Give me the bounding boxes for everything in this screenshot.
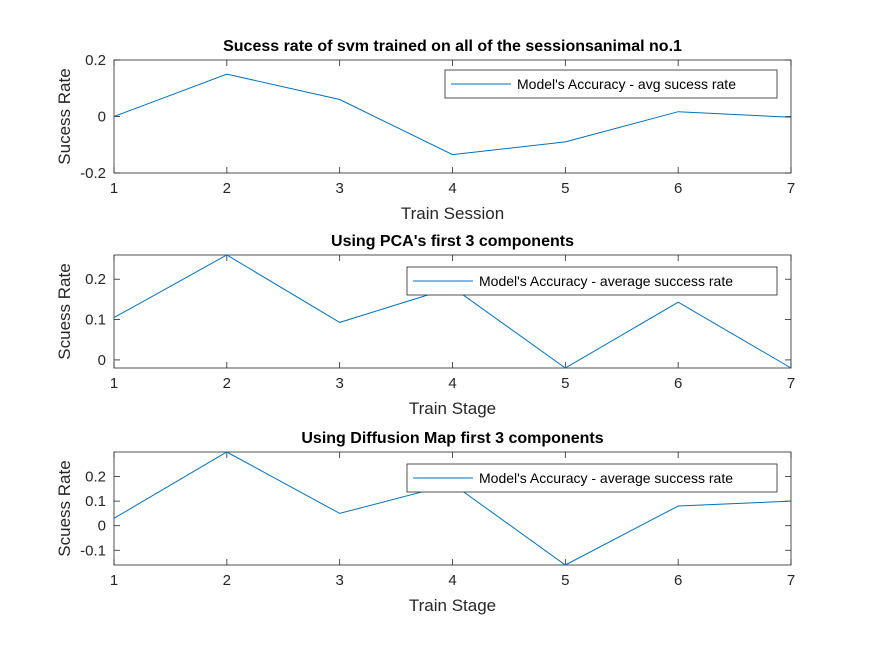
x-axis-label: Train Stage (409, 596, 496, 615)
legend-label: Model's Accuracy - average success rate (479, 273, 733, 289)
x-tick-label: 1 (110, 375, 118, 392)
x-tick-label: 2 (223, 375, 231, 392)
y-tick-label: 0.2 (85, 469, 106, 486)
x-axis-label: Train Session (401, 204, 504, 223)
x-axis-label: Train Stage (409, 399, 496, 418)
y-tick-label: 0.2 (85, 52, 106, 69)
y-tick-label: 0.2 (85, 271, 106, 288)
x-tick-label: 1 (110, 572, 118, 589)
x-tick-label: 5 (561, 572, 569, 589)
x-tick-label: 3 (335, 180, 343, 197)
x-tick-label: 3 (335, 375, 343, 392)
legend: Model's Accuracy - average success rate (406, 266, 778, 296)
legend: Model's Accuracy - average success rate (406, 463, 778, 493)
x-tick-label: 6 (674, 572, 682, 589)
x-tick-label: 2 (223, 572, 231, 589)
x-tick-label: 6 (674, 180, 682, 197)
x-tick-label: 7 (787, 572, 795, 589)
x-tick-label: 2 (223, 180, 231, 197)
x-tick-label: 7 (787, 375, 795, 392)
y-tick-label: -0.1 (80, 542, 106, 559)
y-axis-label: Scuess Rate (55, 263, 74, 359)
x-tick-label: 7 (787, 180, 795, 197)
x-tick-label: 4 (448, 572, 456, 589)
y-tick-label: 0.1 (85, 312, 106, 329)
legend: Model's Accuracy - avg sucess rate (444, 69, 778, 99)
axes-2: 1 2 3 4 5 6 7 0 0.1 0.2 Model's Accuracy - average… (55, 233, 795, 418)
legend-label: Model's Accuracy - average success rate (479, 470, 733, 486)
x-tick-label: 4 (448, 180, 456, 197)
x-tick-label: 5 (561, 180, 569, 197)
chart-title: Using Diffusion Map first 3 components (301, 430, 603, 447)
x-tick-label: 6 (674, 375, 682, 392)
series-line (113, 73, 792, 156)
chart-title: Using PCA's first 3 components (331, 233, 574, 250)
chart-title: Sucess rate of svm trained on all of the… (223, 38, 682, 55)
axes-3: 1 2 3 4 5 6 7 -0.1 0 0.1 0.2 Model's Accuracy - ave… (55, 430, 795, 615)
y-axis-label: Sucess Rate (55, 68, 74, 164)
legend-label: Model's Accuracy - avg sucess rate (517, 76, 736, 92)
y-tick-label: 0 (98, 518, 106, 535)
y-tick-label: -0.2 (80, 165, 106, 182)
y-tick-label: 0 (98, 109, 106, 126)
x-tick-label: 5 (561, 375, 569, 392)
x-tick-label: 1 (110, 180, 118, 197)
y-tick-label: 0.1 (85, 493, 106, 510)
y-axis-label: Scuess Rate (55, 460, 74, 556)
y-tick-label: 0 (98, 352, 106, 369)
x-tick-label: 3 (335, 572, 343, 589)
x-tick-label: 4 (448, 375, 456, 392)
axes-1: 1 2 3 4 5 6 7 -0.2 0 0.2 Model's Accuracy - avg su… (55, 38, 795, 223)
